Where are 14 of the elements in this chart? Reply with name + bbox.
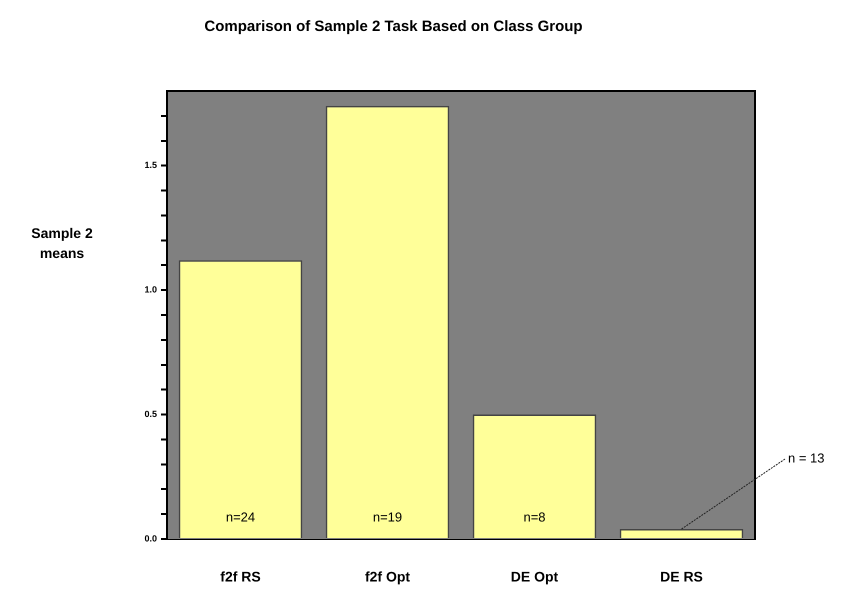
y-tick-label: 1.5 <box>144 160 157 170</box>
y-tick-label: 1.0 <box>144 284 157 295</box>
chart-title: Comparison of Sample 2 Task Based on Class Group <box>204 18 583 36</box>
x-tick-label: f2f RS <box>220 568 261 584</box>
y-tick-label: 0.5 <box>144 409 157 420</box>
annotation: n=8 <box>523 510 546 525</box>
y-tick-label: 0.0 <box>144 533 157 544</box>
y-axis-title: Sample 2 means <box>31 224 93 261</box>
annotation: n=24 <box>226 510 256 525</box>
annotation: n=19 <box>372 510 402 525</box>
x-tick-label: DE RS <box>660 568 703 584</box>
x-tick-label: DE Opt <box>510 568 559 584</box>
annotation: n = 13 <box>788 450 825 466</box>
x-tick-label: f2f Opt <box>364 568 410 584</box>
